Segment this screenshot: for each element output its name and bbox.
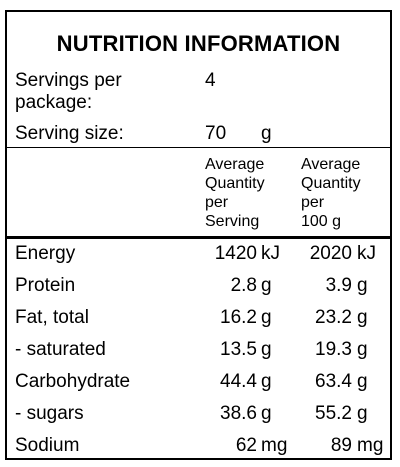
per-serving-unit: g [261,307,272,328]
per-100g-value: 89 [330,435,352,456]
nutrient-name: Sodium [15,435,80,456]
per-100g-unit: g [357,371,368,392]
per-100g-unit: mg [357,435,384,456]
nutrient-name: Protein [15,275,76,296]
servings-label-line1: Servings per [15,70,122,91]
per-100g-unit: g [357,275,368,296]
per-100g-value: 2020 [309,243,352,264]
per-serving-unit: g [261,275,272,296]
per-serving-unit: g [261,403,272,424]
header-line: Serving [205,213,260,230]
serving-size-label: Serving size: [15,123,124,144]
servings-value: 4 [205,70,216,91]
per-serving-value: 13.5 [220,339,257,360]
header-line: per [205,194,229,211]
header-line: Quantity [301,175,361,192]
per-serving-value: 1420 [214,243,257,264]
panel-title: NUTRITION INFORMATION [56,31,341,56]
nutrition-panel: NUTRITION INFORMATION Servings per packa… [5,10,392,460]
per-100g-value: 23.2 [315,307,352,328]
per-100g-value: 55.2 [315,403,352,424]
per-serving-unit: mg [261,435,288,456]
divider [7,147,390,148]
per-serving-unit: g [261,371,272,392]
nutrient-name: Carbohydrate [15,371,131,392]
per-serving-unit: kJ [261,243,280,264]
header-line: Quantity [205,175,265,192]
nutrient-name: - sugars [15,403,84,424]
header-per-serving: Average Quantity per Serving [205,155,265,231]
per-serving-unit: g [261,339,272,360]
header-line: 100 g [301,213,342,230]
per-100g-value: 19.3 [315,339,352,360]
per-100g-unit: g [357,339,368,360]
nutrient-name: - saturated [15,339,106,360]
nutrient-name: Fat, total [15,307,89,328]
serving-size-value: 70 [205,123,227,144]
per-100g-value: 3.9 [325,275,352,296]
per-serving-value: 16.2 [220,307,257,328]
header-line: per [301,194,325,211]
header-line: Average [205,156,265,173]
per-serving-value: 44.4 [220,371,257,392]
per-serving-value: 2.8 [230,275,257,296]
divider-thick [7,236,390,239]
per-100g-unit: g [357,307,368,328]
per-serving-value: 38.6 [220,403,257,424]
servings-label-line2: package: [15,92,93,113]
serving-size-unit: g [261,123,272,144]
per-100g-unit: kJ [357,243,376,264]
header-line: Average [301,156,361,173]
nutrient-name: Energy [15,243,76,264]
header-per-100g: Average Quantity per 100 g [301,155,361,231]
per-100g-unit: g [357,403,368,424]
per-serving-value: 62 [235,435,257,456]
per-100g-value: 63.4 [315,371,352,392]
